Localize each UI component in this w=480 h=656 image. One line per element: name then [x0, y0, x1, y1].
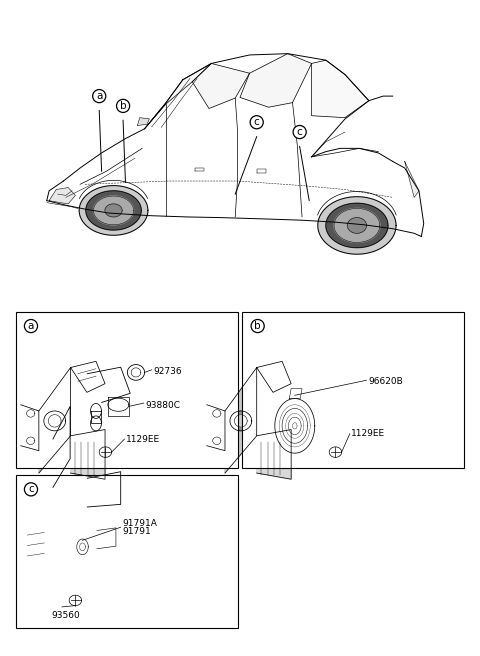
Polygon shape: [405, 161, 419, 197]
Text: 1129EE: 1129EE: [351, 429, 385, 438]
Polygon shape: [79, 186, 148, 236]
Polygon shape: [288, 417, 301, 434]
Text: 96620B: 96620B: [368, 377, 403, 386]
Text: b: b: [254, 321, 261, 331]
Polygon shape: [292, 422, 297, 429]
Polygon shape: [44, 560, 78, 595]
Polygon shape: [131, 368, 141, 377]
Polygon shape: [80, 543, 85, 551]
Text: a: a: [96, 91, 102, 101]
Bar: [16, 475, 238, 628]
Polygon shape: [275, 399, 315, 453]
Polygon shape: [26, 437, 35, 445]
Text: 91791A: 91791A: [122, 520, 157, 529]
Polygon shape: [108, 398, 129, 411]
Polygon shape: [108, 397, 129, 416]
Polygon shape: [27, 514, 44, 595]
Polygon shape: [48, 415, 61, 427]
Polygon shape: [282, 409, 308, 443]
Polygon shape: [137, 117, 149, 125]
Polygon shape: [225, 367, 257, 473]
Polygon shape: [99, 447, 112, 457]
Polygon shape: [213, 437, 221, 445]
Text: b: b: [120, 101, 126, 111]
Text: c: c: [254, 117, 260, 127]
Polygon shape: [86, 191, 141, 230]
Text: 92736: 92736: [153, 367, 182, 377]
Bar: [242, 312, 464, 468]
Polygon shape: [312, 60, 369, 117]
Bar: [16, 312, 238, 468]
Polygon shape: [39, 367, 71, 473]
Polygon shape: [289, 388, 302, 399]
Polygon shape: [207, 405, 225, 451]
Polygon shape: [91, 403, 101, 419]
Polygon shape: [69, 595, 82, 605]
Polygon shape: [326, 203, 388, 248]
Polygon shape: [334, 209, 380, 243]
Polygon shape: [49, 188, 75, 204]
Polygon shape: [235, 415, 247, 427]
Polygon shape: [44, 508, 87, 543]
Polygon shape: [77, 539, 88, 555]
Polygon shape: [257, 430, 291, 480]
Polygon shape: [127, 365, 144, 380]
Polygon shape: [94, 196, 133, 225]
Polygon shape: [318, 197, 396, 254]
Text: a: a: [28, 321, 34, 331]
Polygon shape: [348, 218, 366, 234]
Polygon shape: [91, 416, 101, 431]
Text: c: c: [28, 484, 34, 495]
Polygon shape: [21, 405, 39, 451]
Text: 1129EE: 1129EE: [126, 434, 160, 443]
Polygon shape: [144, 64, 211, 129]
Text: 93560: 93560: [51, 611, 80, 620]
Polygon shape: [49, 590, 68, 611]
Polygon shape: [26, 410, 35, 417]
Polygon shape: [329, 447, 342, 457]
Polygon shape: [192, 64, 250, 108]
Polygon shape: [44, 411, 66, 431]
Polygon shape: [240, 54, 312, 107]
Polygon shape: [230, 411, 252, 431]
Polygon shape: [71, 430, 105, 480]
Text: 91791: 91791: [122, 527, 151, 537]
Text: c: c: [297, 127, 302, 137]
Polygon shape: [71, 361, 105, 392]
Polygon shape: [257, 361, 291, 392]
Polygon shape: [91, 411, 101, 423]
Polygon shape: [105, 204, 122, 217]
Text: 93880C: 93880C: [145, 401, 180, 409]
Polygon shape: [213, 410, 221, 417]
